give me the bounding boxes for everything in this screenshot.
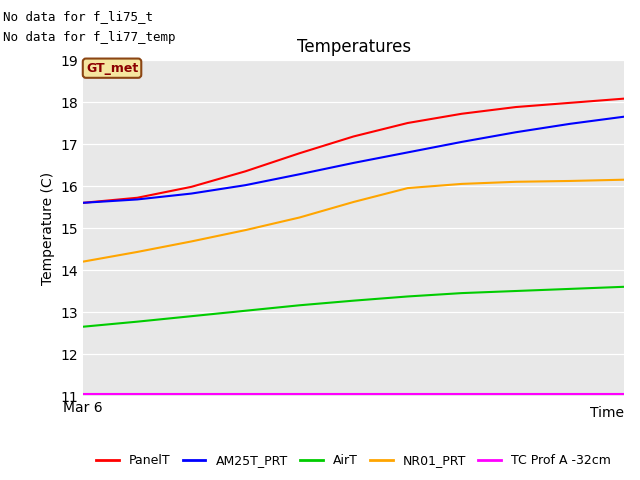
PanelT	[296, 150, 303, 156]
Line: AM25T_PRT: AM25T_PRT	[83, 117, 624, 203]
Line: NR01_PRT: NR01_PRT	[83, 180, 624, 262]
NR01_PRT	[566, 178, 573, 184]
AirT	[242, 308, 250, 313]
TC Prof A -32cm	[242, 391, 250, 397]
AirT	[296, 302, 303, 308]
TC Prof A -32cm	[134, 391, 141, 397]
TC Prof A -32cm	[566, 391, 573, 397]
PanelT	[458, 111, 466, 117]
AirT	[79, 324, 87, 330]
Text: GT_met: GT_met	[86, 62, 138, 75]
AirT	[404, 294, 412, 300]
AirT	[512, 288, 520, 294]
PanelT	[188, 184, 195, 190]
Line: PanelT: PanelT	[83, 99, 624, 203]
Text: No data for f_li77_temp: No data for f_li77_temp	[3, 31, 176, 44]
NR01_PRT	[458, 181, 466, 187]
PanelT	[566, 100, 573, 106]
NR01_PRT	[620, 177, 628, 182]
AM25T_PRT	[296, 171, 303, 177]
AM25T_PRT	[458, 139, 466, 145]
NR01_PRT	[404, 185, 412, 191]
Legend: PanelT, AM25T_PRT, AirT, NR01_PRT, TC Prof A -32cm: PanelT, AM25T_PRT, AirT, NR01_PRT, TC Pr…	[92, 449, 616, 472]
AirT	[566, 286, 573, 292]
AirT	[458, 290, 466, 296]
TC Prof A -32cm	[512, 391, 520, 397]
AirT	[349, 298, 357, 303]
TC Prof A -32cm	[188, 391, 195, 397]
NR01_PRT	[134, 249, 141, 255]
TC Prof A -32cm	[349, 391, 357, 397]
PanelT	[404, 120, 412, 126]
NR01_PRT	[79, 259, 87, 264]
PanelT	[349, 133, 357, 139]
TC Prof A -32cm	[296, 391, 303, 397]
TC Prof A -32cm	[620, 391, 628, 397]
NR01_PRT	[188, 239, 195, 244]
NR01_PRT	[349, 199, 357, 205]
TC Prof A -32cm	[404, 391, 412, 397]
AM25T_PRT	[134, 197, 141, 203]
AM25T_PRT	[620, 114, 628, 120]
AirT	[620, 284, 628, 290]
AM25T_PRT	[512, 130, 520, 135]
AirT	[134, 319, 141, 324]
TC Prof A -32cm	[458, 391, 466, 397]
AM25T_PRT	[79, 200, 87, 206]
Text: No data for f_li75_t: No data for f_li75_t	[3, 10, 153, 23]
AM25T_PRT	[404, 150, 412, 156]
PanelT	[242, 168, 250, 174]
AM25T_PRT	[242, 182, 250, 188]
NR01_PRT	[242, 227, 250, 233]
AM25T_PRT	[188, 191, 195, 196]
PanelT	[134, 195, 141, 201]
PanelT	[620, 96, 628, 102]
AM25T_PRT	[349, 160, 357, 166]
NR01_PRT	[296, 215, 303, 220]
Y-axis label: Temperature (C): Temperature (C)	[41, 171, 55, 285]
PanelT	[79, 200, 87, 206]
AM25T_PRT	[566, 121, 573, 127]
NR01_PRT	[512, 179, 520, 185]
Line: AirT: AirT	[83, 287, 624, 327]
Title: Temperatures: Temperatures	[296, 37, 411, 56]
PanelT	[512, 104, 520, 110]
TC Prof A -32cm	[79, 391, 87, 397]
Text: Time: Time	[590, 406, 624, 420]
AirT	[188, 313, 195, 319]
